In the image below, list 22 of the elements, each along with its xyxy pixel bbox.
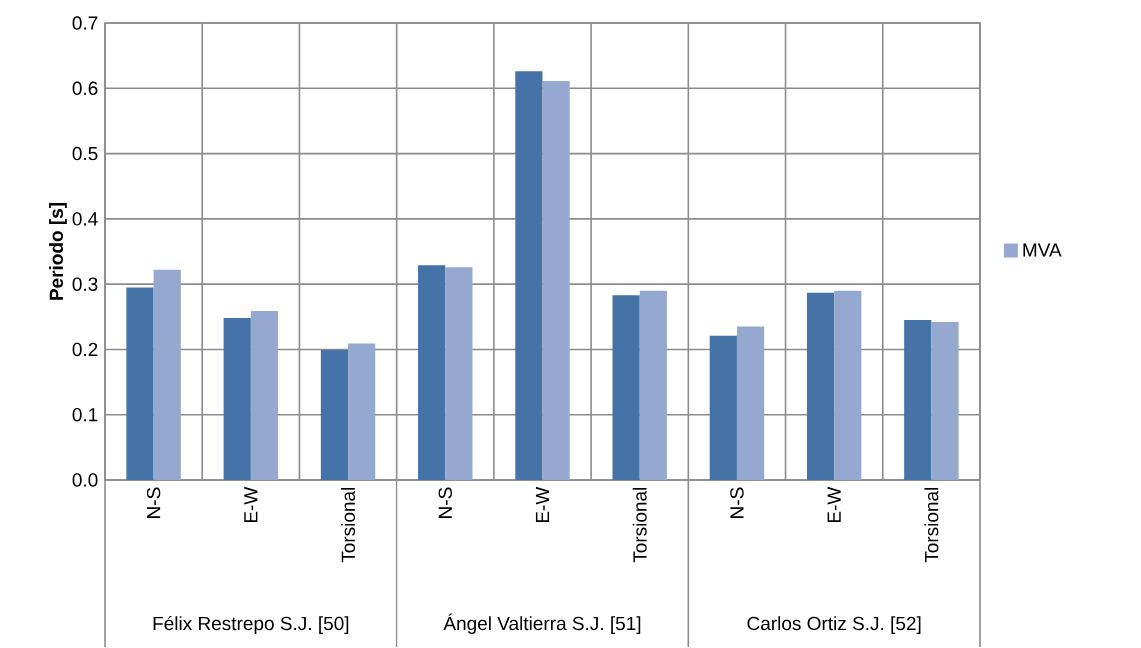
y-axis-title: Periodo [s] xyxy=(49,203,67,300)
y-tick-label: 0.1 xyxy=(72,408,98,422)
x-tick-label: N-S xyxy=(438,487,452,518)
y-tick-label: 0.2 xyxy=(72,342,98,357)
x-tick-label: Torsional xyxy=(924,488,939,563)
y-tick-label: 0.5 xyxy=(72,146,98,161)
text: Ángel Valtierra S.J. [51] xyxy=(443,613,641,635)
y-tick-label: 0.0 xyxy=(72,473,98,487)
x-tick-label: N-S xyxy=(146,487,161,518)
legend-label: MVA xyxy=(1023,243,1062,257)
x-tick-label: N-S xyxy=(730,487,744,518)
y-tick-label: 0.6 xyxy=(72,81,98,96)
text: Félix Restrepo S.J. [50] xyxy=(153,616,349,635)
text: Carlos Ortiz S.J. [52] xyxy=(747,616,921,635)
x-tick-label: Torsional xyxy=(341,488,356,563)
y-tick-label: 0.3 xyxy=(72,277,98,291)
y-tick-label: 0.4 xyxy=(72,212,98,226)
y-tick-label: 0.7 xyxy=(72,16,98,30)
x-tick-label: E-W xyxy=(827,486,841,523)
x-tick-label: Torsional xyxy=(632,488,647,563)
x-tick-label: E-W xyxy=(535,486,550,523)
x-tick-label: E-W xyxy=(244,486,258,523)
